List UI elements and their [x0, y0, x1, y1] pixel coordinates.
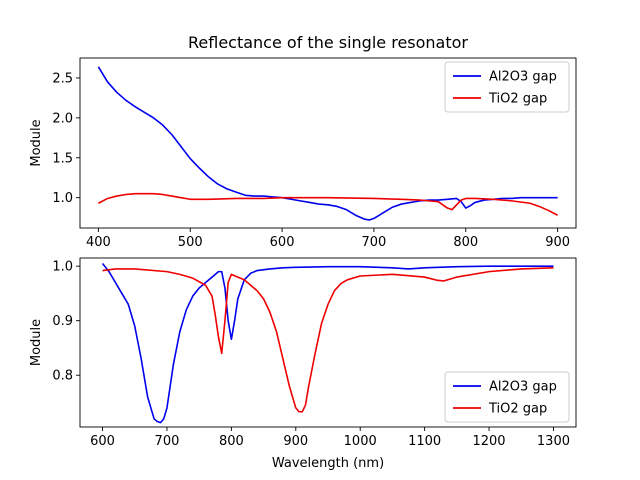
y-axis-label: Module [29, 119, 44, 166]
x-tick-label: 900 [545, 235, 570, 250]
x-tick-label: 1300 [537, 434, 570, 449]
series-line-al2o3 [97, 66, 558, 221]
y-tick-label: 2.0 [52, 111, 73, 126]
y-tick-label: 2.5 [52, 71, 73, 86]
x-tick-label: 1100 [408, 434, 441, 449]
x-tick-label: 600 [270, 235, 295, 250]
x-tick-label: 400 [86, 235, 111, 250]
x-tick-label: 800 [453, 235, 478, 250]
x-tick-label: 900 [283, 434, 308, 449]
legend-box [444, 61, 570, 113]
y-axis-label: Module [29, 319, 44, 366]
x-tick-label: 700 [155, 434, 180, 449]
y-tick-label: 1.5 [52, 151, 73, 166]
plot-lines [97, 66, 558, 221]
x-tick-label: 800 [219, 434, 244, 449]
y-tick-label: 0.9 [52, 314, 73, 329]
x-axis-label: Wavelength (nm) [272, 456, 384, 471]
legend-box [444, 371, 570, 423]
x-tick-label: 600 [90, 434, 115, 449]
legend-label: TiO2 gap [488, 92, 547, 107]
x-tick-label: 1000 [344, 434, 377, 449]
x-tick-label: 500 [178, 235, 203, 250]
x-tick-label: 700 [362, 235, 387, 250]
x-tick-label: 1200 [472, 434, 505, 449]
legend: Al2O3 gap TiO2 gap [444, 371, 570, 423]
y-tick-label: 1.0 [52, 260, 73, 275]
series-line-tio2 [98, 192, 558, 216]
chart-title: Reflectance of the single resonator [188, 33, 468, 52]
y-tick-label: 1.0 [52, 191, 73, 206]
axes-frame [79, 257, 577, 428]
top-reflectance-panel: 400 500 600 700 800 900 1.0 1.5 2.0 2.5 Module Refl… [29, 33, 577, 250]
plot-lines [101, 262, 554, 424]
legend-label: Al2O3 gap [489, 70, 557, 85]
legend-label: Al2O3 gap [489, 380, 557, 395]
axes-frame [79, 57, 577, 229]
bottom-reflectance-panel: 600 700 800 900 1000 1100 1200 1300 0.8 0.9 1.0 Mod… [29, 257, 577, 471]
y-tick-label: 0.8 [52, 369, 73, 384]
series-line-al2o3 [101, 262, 554, 424]
legend: Al2O3 gap TiO2 gap [444, 61, 570, 113]
series-line-tio2 [102, 267, 554, 413]
legend-label: TiO2 gap [488, 402, 547, 417]
